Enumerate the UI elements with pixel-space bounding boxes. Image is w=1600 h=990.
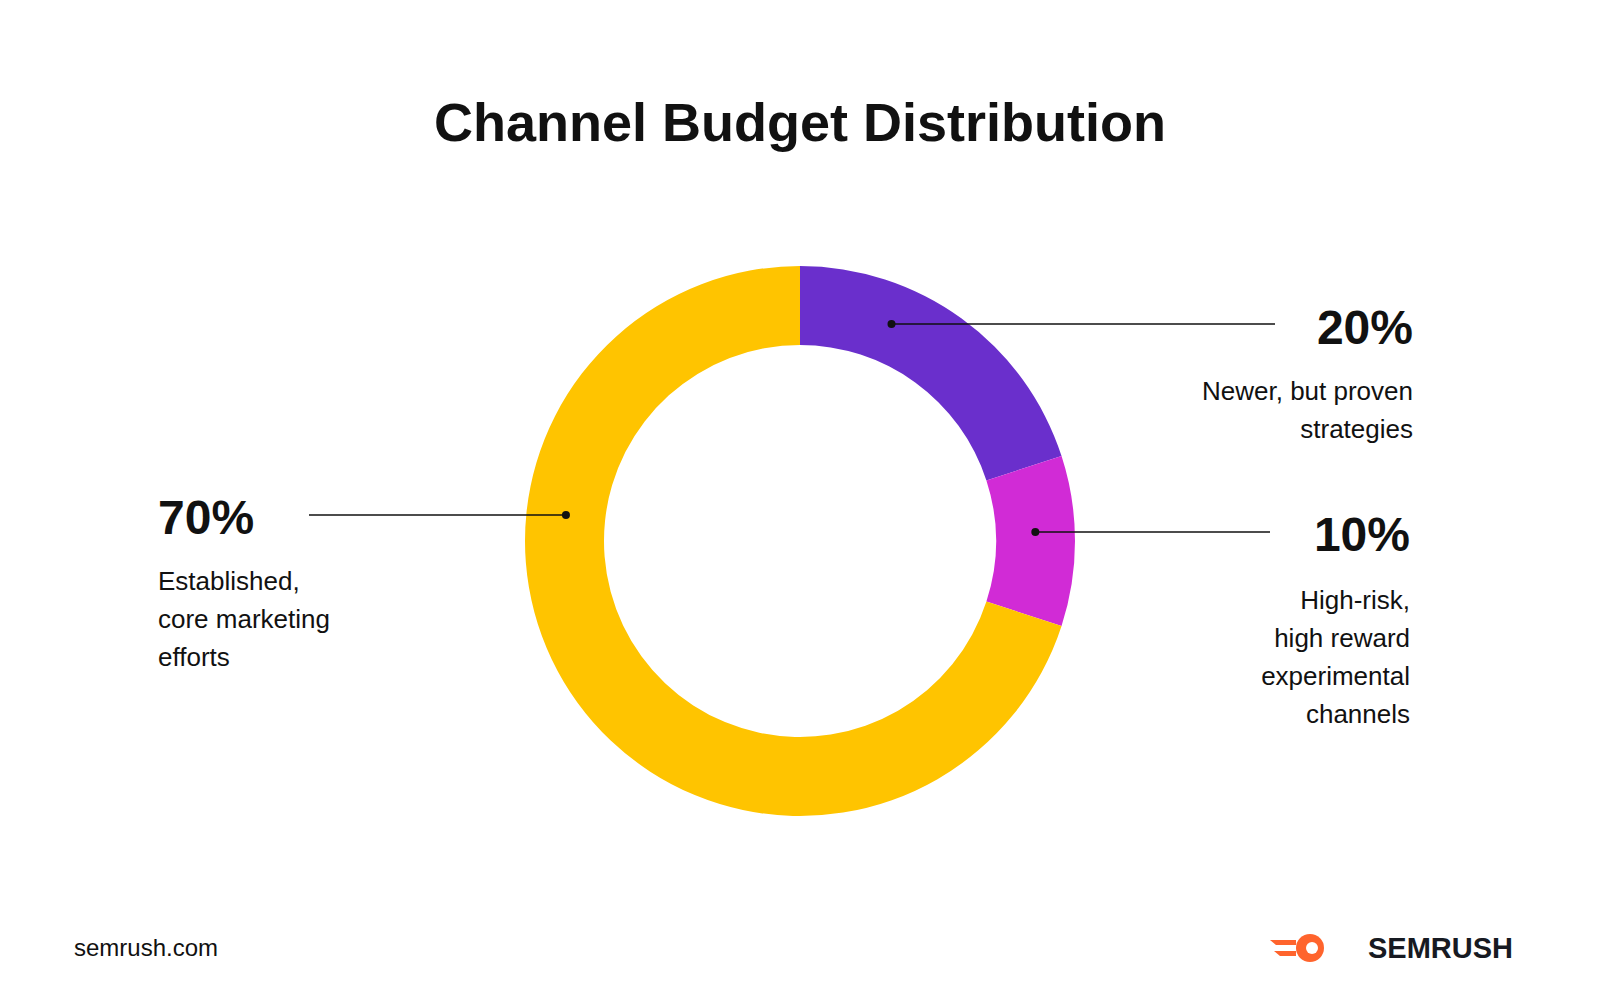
category-label: efforts [158, 642, 230, 672]
category-label: high reward [1274, 623, 1410, 653]
slice [800, 266, 1062, 480]
leader-line [891, 323, 1275, 324]
category-label: core marketing [158, 604, 330, 634]
slice [525, 266, 1062, 816]
brand-icon-ring [1296, 934, 1324, 962]
plot [525, 266, 1075, 816]
leader-dot [887, 320, 895, 328]
data-label: 70% [158, 491, 254, 544]
chart: Channel Budget Distribution 20% Newer, but… [0, 0, 1600, 990]
brand: SEMRUSH [1368, 932, 1513, 964]
leader-dot [562, 511, 570, 519]
leader-dot [1031, 528, 1039, 536]
brand-icon-hole [1306, 942, 1318, 954]
category-label: Newer, but proven [1202, 376, 1413, 406]
brand-icon [1270, 934, 1324, 962]
category-label: experimental [1261, 661, 1410, 691]
title: Channel Budget Distribution [434, 92, 1166, 152]
category-label: channels [1306, 699, 1410, 729]
slice [986, 456, 1075, 626]
data-label: 20% [1317, 301, 1413, 354]
background [0, 0, 1600, 990]
leader-line [1035, 531, 1270, 532]
category-label: High-risk, [1300, 585, 1410, 615]
labels: 20% Newer, but proven strategies 10% High-ri… [158, 301, 1413, 729]
source: semrush.com [74, 934, 218, 961]
leader-line [309, 514, 566, 515]
category-label: Established, [158, 566, 300, 596]
data-label: 10% [1314, 508, 1410, 561]
category-label: strategies [1300, 414, 1413, 444]
brand-icon-flame [1270, 940, 1296, 956]
